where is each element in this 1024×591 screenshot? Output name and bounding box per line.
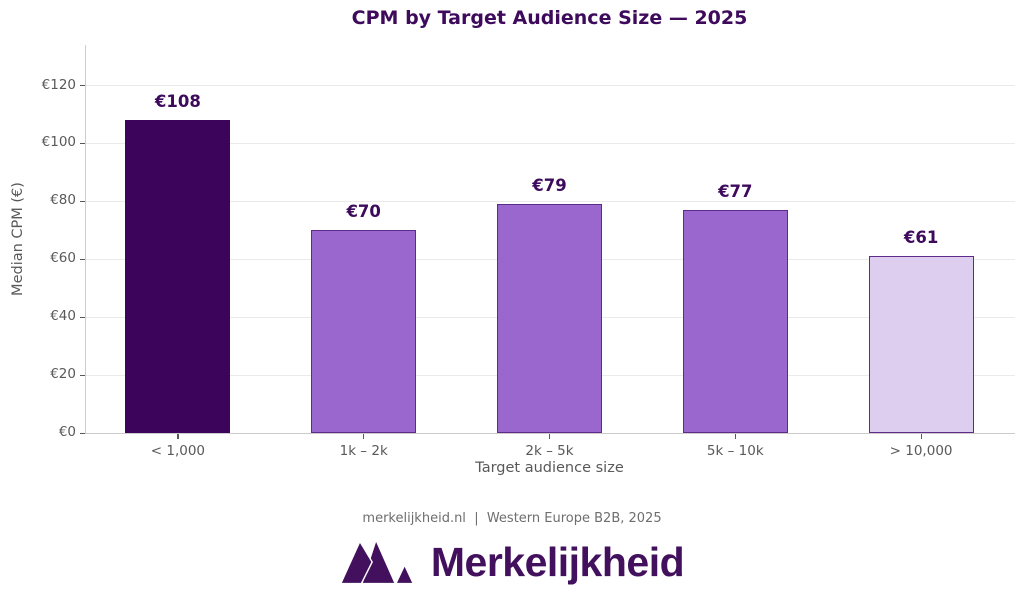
bar — [497, 204, 602, 433]
bar — [868, 256, 974, 433]
x-tick-label: 2k – 5k — [525, 443, 574, 459]
bar — [682, 210, 788, 433]
x-tick-label: 5k – 10k — [706, 443, 764, 459]
x-tick-label: > 10,000 — [889, 443, 953, 459]
y-tick-label: €0 — [58, 424, 76, 440]
y-tick-label: €120 — [41, 76, 76, 93]
y-tick-mark — [80, 316, 85, 318]
gridline — [86, 85, 1015, 87]
bar-value-label: €108 — [154, 92, 201, 112]
y-tick-label: €60 — [50, 250, 76, 267]
logo: Merkelijkheid — [0, 534, 1024, 590]
x-tick-mark — [363, 434, 365, 439]
gridline — [86, 142, 1015, 144]
logo-wordmark: Merkelijkheid — [430, 538, 685, 585]
y-tick-label: €80 — [50, 192, 76, 209]
bar — [125, 120, 231, 433]
bar — [311, 230, 417, 433]
y-tick-mark — [80, 374, 85, 376]
gridline — [86, 200, 1015, 202]
x-tick-mark — [177, 434, 179, 439]
x-axis-label: Target audience size — [475, 460, 624, 476]
x-tick-mark — [549, 434, 551, 439]
bar-value-label: €70 — [346, 202, 381, 222]
mountain-m-logo-icon — [339, 539, 413, 585]
bar-value-label: €61 — [903, 228, 939, 248]
y-tick-mark — [80, 85, 85, 87]
chart-title: CPM by Target Audience Size — 2025 — [351, 7, 748, 29]
bar-value-label: €79 — [532, 176, 567, 196]
y-tick-mark — [80, 200, 85, 203]
y-tick-mark — [80, 142, 85, 145]
x-tick-label: < 1,000 — [150, 443, 206, 459]
y-tick-mark — [80, 258, 85, 260]
x-tick-mark — [920, 434, 922, 439]
bar-value-label: €77 — [718, 182, 753, 202]
y-tick-label: €20 — [50, 366, 76, 383]
x-tick-label: 1k – 2k — [339, 443, 388, 459]
y-tick-label: €100 — [41, 134, 76, 151]
x-tick-mark — [734, 434, 736, 439]
y-tick-label: €40 — [50, 308, 76, 325]
source-caption: merkelijkheid.nl | Western Europe B2B, 2… — [362, 511, 662, 526]
y-tick-mark — [80, 432, 85, 434]
